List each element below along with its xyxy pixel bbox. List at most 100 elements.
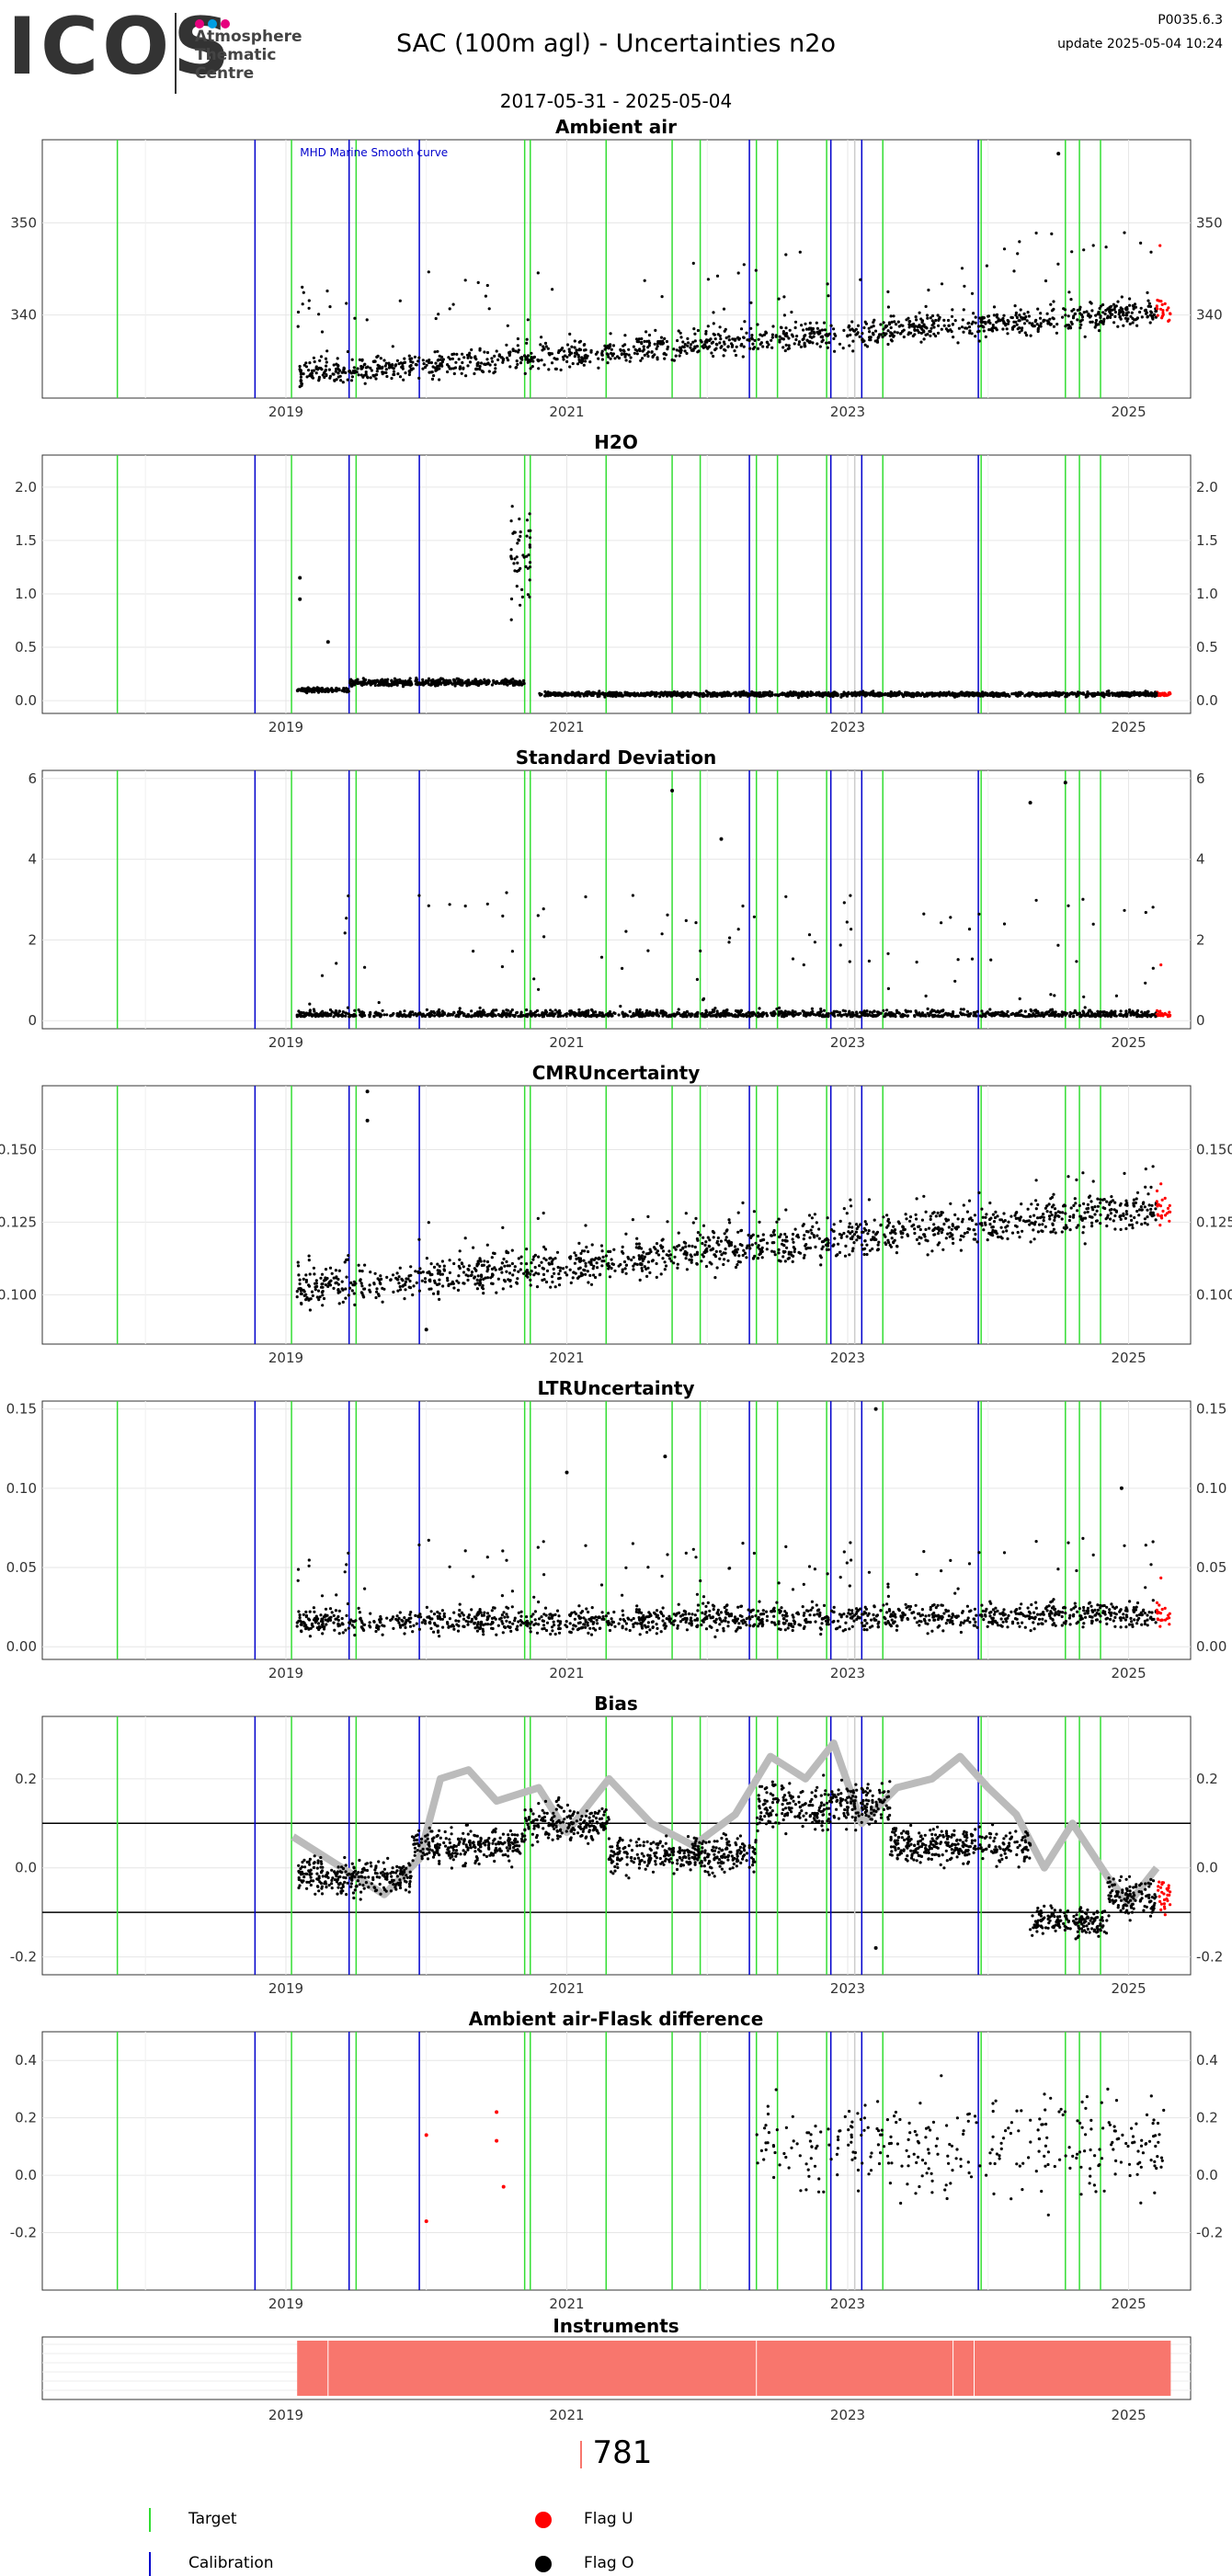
data-point [934,319,937,322]
data-point [1064,781,1067,784]
data-point [1113,305,1116,308]
data-point [759,691,761,694]
data-point [1136,1013,1139,1016]
data-point [320,368,323,370]
data-point [751,337,754,340]
data-point [1036,1010,1039,1013]
data-point [614,693,617,696]
data-point [771,325,774,327]
data-point [618,1013,621,1016]
data-point [1144,982,1146,985]
data-point [579,1013,582,1016]
data-point [850,928,852,930]
data-point [1075,960,1078,963]
data-point [408,355,411,358]
data-point [820,340,823,343]
data-point [695,691,698,694]
data-point [977,325,980,327]
data-point [708,339,711,342]
data-point [318,376,321,379]
data-point [1146,692,1149,695]
data-point [1108,307,1111,310]
data-point [838,343,841,346]
data-point [712,1014,714,1017]
data-point [325,365,327,368]
data-point [435,317,438,320]
data-point [304,361,307,364]
data-point [770,339,772,342]
data-point [1121,295,1124,298]
data-point [375,373,378,376]
y-tick-label-right: 0.0 [1196,692,1218,709]
data-point [1149,321,1152,324]
data-point [1125,1014,1128,1017]
data-point [483,681,485,684]
data-point [1023,313,1026,315]
data-point [1006,327,1009,330]
data-point [583,343,586,346]
data-point [610,332,612,335]
data-point [906,1015,908,1018]
data-point [885,1009,888,1011]
data-point [689,347,691,349]
data-point [643,340,645,343]
data-point [391,1014,394,1017]
data-point [864,1013,867,1016]
data-point [606,693,609,696]
chart-title: Standard Deviation [516,748,717,769]
data-point [697,329,700,332]
data-point [794,326,797,329]
data-point [696,350,699,353]
chart-annotation: MHD Marine Smooth curve [300,146,448,159]
data-point [576,362,579,365]
data-point [793,342,796,345]
data-point [378,1001,381,1004]
data-point [454,361,457,364]
data-point [713,1007,716,1009]
data-point [523,682,526,685]
data-point [765,1012,768,1015]
data-point [696,345,699,348]
data-point [307,688,310,690]
data-point [337,688,339,690]
data-point [882,1009,884,1012]
data-point [529,578,531,581]
data-point [870,690,873,693]
data-point [666,914,668,917]
data-point [828,695,831,698]
data-point [422,683,425,686]
data-point [640,694,643,697]
data-point [572,362,575,365]
data-point [965,692,968,695]
data-point [541,359,543,361]
data-point [508,1013,511,1016]
data-point [1088,1009,1090,1012]
data-point [633,352,636,355]
data-point [622,349,625,352]
data-point [410,683,413,686]
y-tick-label: 350 [10,214,37,231]
data-point [848,344,850,347]
data-point [1131,312,1134,314]
data-point [408,1011,411,1014]
data-point [1056,152,1060,155]
data-point [957,958,960,961]
data-point [778,1014,781,1017]
data-point [660,336,663,339]
data-point [1020,308,1022,311]
data-point [939,316,941,319]
data-point [1078,308,1081,311]
data-point [328,377,331,380]
data-point [526,357,529,359]
data-point [654,329,656,332]
data-point [465,684,468,687]
x-tick-label: 2021 [549,404,584,420]
data-point [690,348,693,351]
data-point [921,319,924,322]
data-point [857,331,860,334]
y-tick-label: 2.0 [15,479,37,496]
data-point [1159,308,1162,311]
data-point [520,588,523,591]
data-point [749,327,752,330]
